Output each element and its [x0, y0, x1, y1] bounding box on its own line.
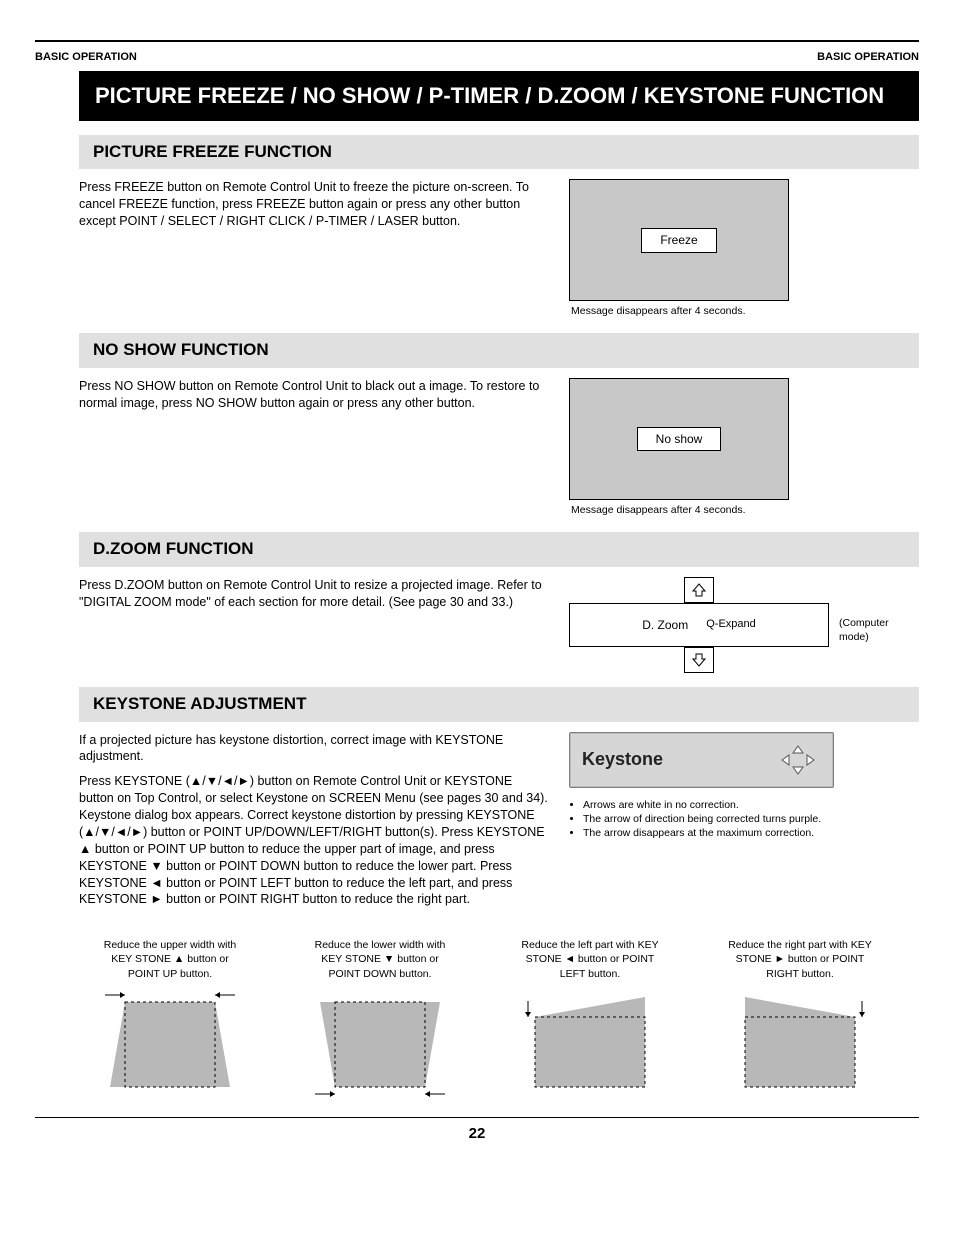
freeze-message-box: Freeze [641, 228, 716, 252]
heading-freeze: PICTURE FREEZE FUNCTION [79, 135, 919, 170]
freeze-body: Press FREEZE button on Remote Control Un… [79, 179, 549, 319]
keystone-fig-left-label: Reduce the left part with KEY STONE ◄ bu… [515, 938, 665, 981]
keystone-body1: If a projected picture has keystone dist… [79, 732, 549, 766]
noshow-message-box: No show [637, 427, 722, 451]
keystone-fig-right-label: Reduce the right part with KEY STONE ► b… [725, 938, 875, 981]
keystone-fig-up-label: Reduce the upper width with KEY STONE ▲ … [95, 938, 245, 981]
heading-keystone: KEYSTONE ADJUSTMENT [79, 687, 919, 722]
noshow-caption: Message disappears after 4 seconds. [571, 504, 746, 518]
dzoom-caption-right: (Computer mode) [839, 617, 919, 644]
keystone-fig-down-label: Reduce the lower width with KEY STONE ▼ … [305, 938, 455, 981]
arrows-4way-icon [775, 743, 821, 777]
noshow-body: Press NO SHOW button on Remote Control U… [79, 378, 549, 518]
keystone-note-3: The arrow disappears at the maximum corr… [583, 826, 821, 840]
page-number: 22 [35, 1124, 919, 1144]
dzoom-dialog: D. Zoom Q-Expand [569, 577, 829, 673]
keystone-fig-left: Reduce the left part with KEY STONE ◄ bu… [515, 938, 665, 1097]
noshow-screen: No show [569, 378, 789, 500]
dzoom-sublabel: Q-Expand [706, 617, 756, 632]
keystone-fig-right: Reduce the right part with KEY STONE ► b… [725, 938, 875, 1097]
heading-noshow: NO SHOW FUNCTION [79, 333, 919, 368]
keystone-body2: Press KEYSTONE (▲/▼/◄/►) button on Remot… [79, 773, 549, 908]
page-title-banner: PICTURE FREEZE / NO SHOW / P-TIMER / D.Z… [79, 71, 919, 121]
category-left: BASIC OPERATION [35, 50, 137, 65]
heading-dzoom: D.ZOOM FUNCTION [79, 532, 919, 567]
dzoom-label: D. Zoom [642, 617, 688, 633]
dzoom-body: Press D.ZOOM button on Remote Control Un… [79, 577, 549, 673]
arrow-down-icon [684, 647, 714, 673]
arrow-up-icon [684, 577, 714, 603]
keystone-fig-down: Reduce the lower width with KEY STONE ▼ … [305, 938, 455, 1097]
freeze-caption: Message disappears after 4 seconds. [571, 305, 746, 319]
keystone-note-1: Arrows are white in no correction. [583, 798, 821, 812]
category-right: BASIC OPERATION [817, 50, 919, 65]
keystone-fig-up: Reduce the upper width with KEY STONE ▲ … [95, 938, 245, 1097]
keystone-dialog-label: Keystone [582, 747, 663, 771]
keystone-note-2: The arrow of direction being corrected t… [583, 812, 821, 826]
keystone-dialog: Keystone [569, 732, 834, 788]
freeze-screen: Freeze [569, 179, 789, 301]
keystone-dialog-notes: Arrows are white in no correction. The a… [569, 798, 821, 841]
